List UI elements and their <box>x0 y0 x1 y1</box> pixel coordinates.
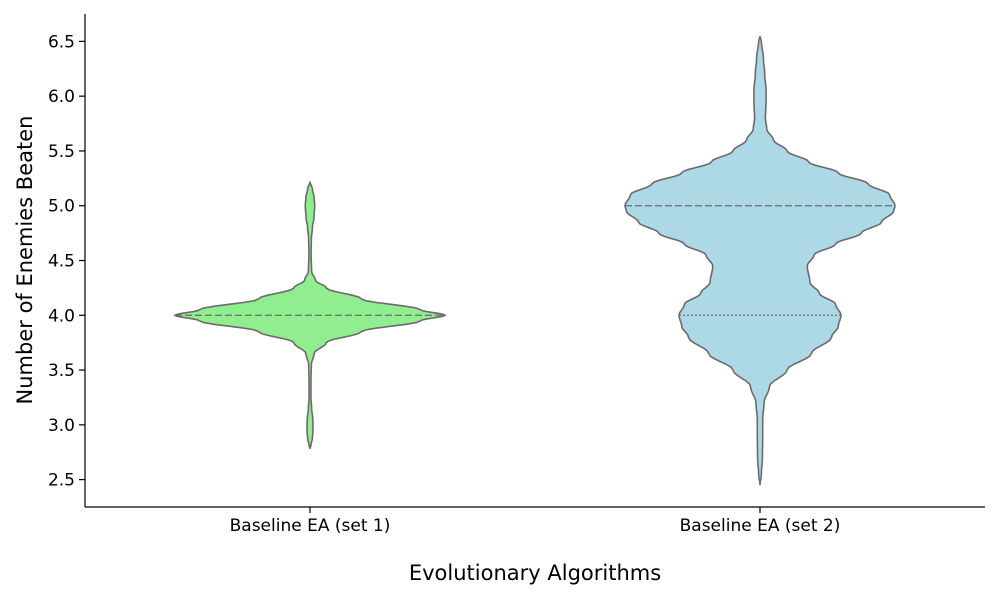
y-tick-label: 6.5 <box>48 32 75 52</box>
y-tick-label: 4.5 <box>48 252 75 272</box>
y-tick-label: 5.5 <box>48 142 75 162</box>
y-tick-label: 3.0 <box>48 416 75 436</box>
y-tick-label: 3.5 <box>48 361 75 381</box>
y-axis-ticks: 2.5 3.0 3.5 4.0 4.5 5.0 5.5 6.0 6.5 <box>48 32 85 491</box>
x-tick-label: Baseline EA (set 2) <box>680 516 841 536</box>
y-tick-label: 6.0 <box>48 87 75 107</box>
y-axis-title: Number of Enemies Beaten <box>13 116 37 405</box>
violin-layer <box>173 35 896 486</box>
x-tick-label: Baseline EA (set 1) <box>230 516 391 536</box>
y-tick-label: 5.0 <box>48 197 75 217</box>
y-tick-label: 4.0 <box>48 306 75 326</box>
y-tick-label: 2.5 <box>48 471 75 491</box>
x-axis-ticks: Baseline EA (set 1) Baseline EA (set 2) <box>230 507 841 536</box>
violin-body <box>624 35 896 486</box>
quartile-layer <box>175 205 895 316</box>
x-axis-title: Evolutionary Algorithms <box>409 561 661 585</box>
